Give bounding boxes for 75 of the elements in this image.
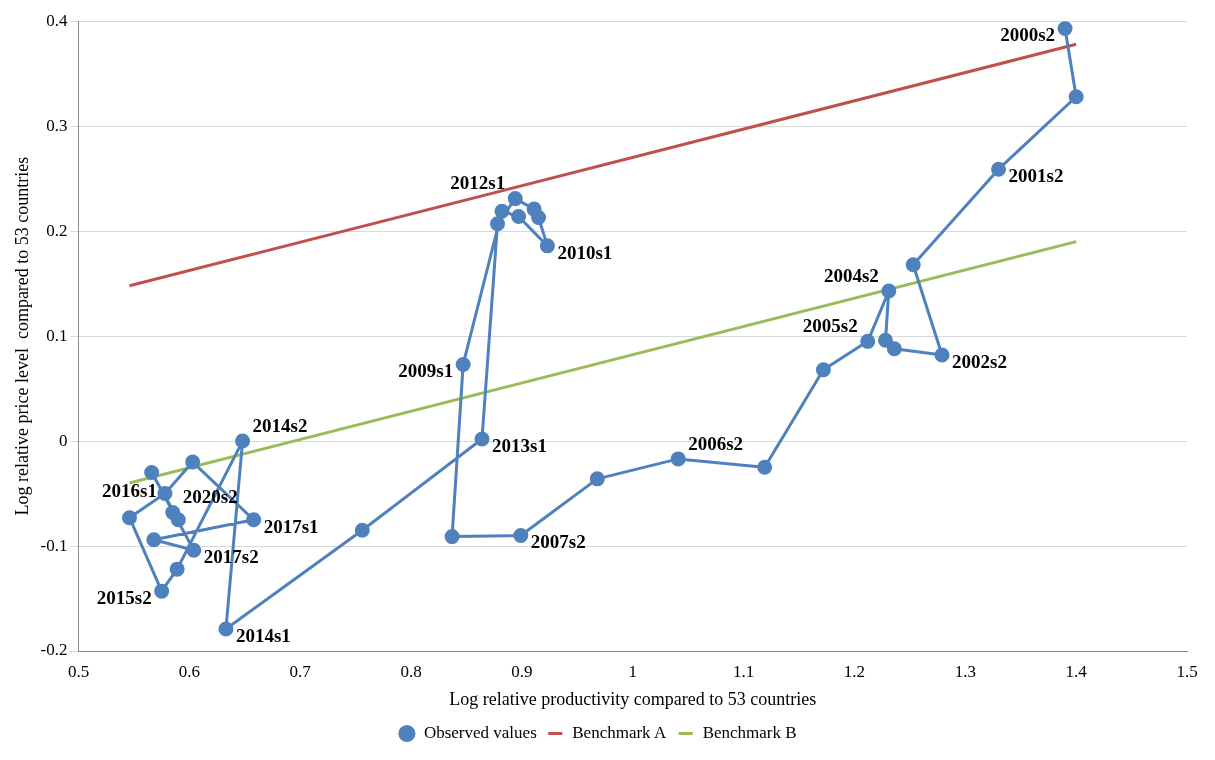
- y-tick-label: -0.1: [40, 535, 68, 555]
- annotation: 2014s2: [252, 414, 308, 436]
- x-tick-label: 0.6: [178, 661, 200, 681]
- point: [670, 451, 686, 467]
- point: [186, 542, 202, 558]
- point: [218, 621, 234, 637]
- point: [122, 510, 137, 526]
- point: [1057, 21, 1073, 37]
- x-tick-label: 0.9: [511, 661, 533, 681]
- annotation: 2015s2: [96, 587, 152, 609]
- annotation: 2012s1: [450, 172, 506, 194]
- legend-label: Observed values: [423, 722, 537, 742]
- point: [1068, 89, 1084, 105]
- point: [905, 257, 921, 273]
- point: [860, 333, 876, 349]
- x-axis-title: Log relative productivity compared to 53 countries: [449, 688, 817, 709]
- x-tick-label: 1: [628, 661, 638, 681]
- annotation: 2005s2: [802, 315, 858, 337]
- point: [490, 216, 506, 232]
- point: [815, 362, 831, 378]
- annotation: 2001s2: [1008, 165, 1064, 187]
- point: [934, 347, 950, 363]
- point: [526, 201, 542, 217]
- y-tick-label: -0.2: [40, 640, 68, 660]
- point: [165, 504, 181, 520]
- point: [146, 532, 162, 548]
- point: [354, 522, 370, 538]
- x-tick-label: 1.2: [843, 661, 866, 681]
- legend-label: Benchmark A: [572, 722, 667, 742]
- point: [513, 528, 529, 544]
- point: [757, 459, 773, 475]
- point: [511, 208, 527, 224]
- point: [185, 454, 201, 470]
- point: [494, 203, 510, 219]
- annotation: 2017s1: [263, 515, 319, 537]
- annotation: 2004s2: [823, 264, 879, 286]
- x-tick-label: 0.7: [289, 661, 312, 681]
- annotation: 2002s2: [952, 350, 1007, 372]
- y-tick-label: 0: [59, 430, 68, 450]
- annotation: 2014s1: [235, 624, 291, 646]
- point: [444, 529, 460, 545]
- x-tick-label: 1.3: [954, 661, 976, 681]
- annotation: 2000s2: [1000, 24, 1056, 46]
- annotation: 2006s2: [688, 432, 744, 454]
- point: [157, 486, 173, 502]
- point: [881, 283, 897, 299]
- annotation: 2007s2: [530, 531, 586, 553]
- y-axis-title: Log relative price level compared to 53 countries: [11, 156, 32, 516]
- point: [877, 332, 893, 348]
- annotation: 2016s1: [102, 479, 157, 501]
- point: [474, 431, 490, 447]
- y-tick-label: 0.3: [46, 115, 68, 135]
- point: [539, 238, 555, 254]
- annotation: 2009s1: [398, 360, 454, 382]
- annotation: 2013s1: [492, 434, 547, 456]
- x-tick-label: 1.1: [732, 661, 755, 681]
- point: [455, 356, 471, 372]
- point: [169, 561, 185, 577]
- x-tick-label: 1.4: [1065, 661, 1088, 681]
- point: [991, 161, 1007, 177]
- point: [886, 341, 902, 357]
- legend-label: Benchmark B: [702, 722, 797, 742]
- point: [246, 512, 262, 528]
- point: [235, 433, 251, 449]
- point: [507, 191, 523, 207]
- y-tick-label: 0.1: [46, 325, 68, 345]
- x-tick-label: 1.5: [1176, 661, 1198, 681]
- x-tick-label: 0.8: [400, 661, 422, 681]
- annotation: 2010s1: [557, 241, 613, 263]
- point: [589, 471, 605, 487]
- point: [154, 583, 170, 599]
- y-tick-label: 0.4: [46, 10, 69, 30]
- x-tick-label: 0.5: [67, 661, 90, 681]
- y-tick-label: 0.2: [46, 220, 68, 240]
- point: [144, 465, 160, 481]
